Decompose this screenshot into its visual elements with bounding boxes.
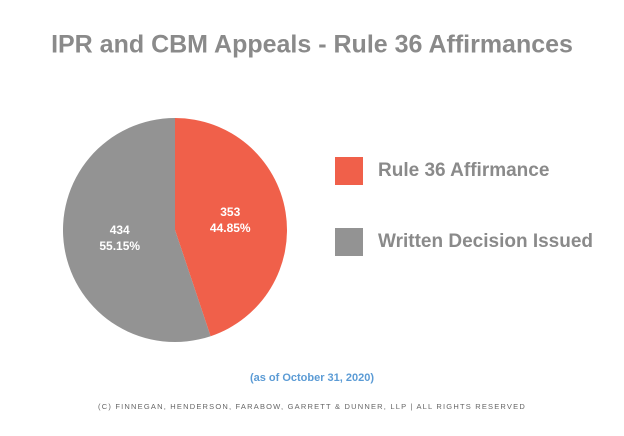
legend-label: Written Decision Issued [378,231,593,252]
value-label: 434 [110,223,130,237]
value-label: 353 [220,205,240,219]
pie-slice [175,118,287,337]
chart-title: IPR and CBM Appeals - Rule 36 Affirmance… [51,31,573,59]
footer: (C) FINNEGAN, HENDERSON, FARABOW, GARRET… [98,402,526,411]
pie-slice [62,118,211,342]
percent-label: 44.85% [210,221,251,235]
legend-label: Rule 36 Affirmance [378,160,549,181]
legend-swatch [335,228,363,256]
legend-swatch [335,157,363,185]
note: (as of October 31, 2020) [250,372,374,384]
percent-label: 55.15% [99,239,140,253]
